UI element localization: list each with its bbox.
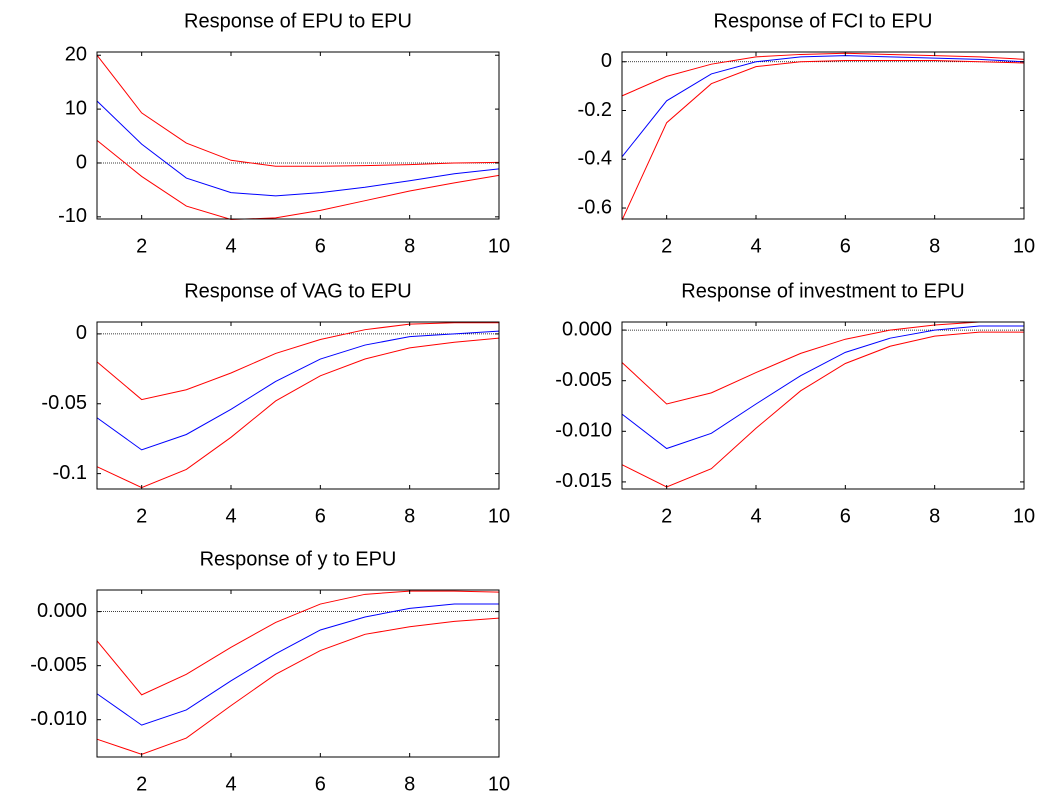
chart-title: Response of y to EPU — [200, 548, 397, 570]
series-line — [96, 590, 500, 696]
series-line — [621, 325, 1024, 450]
series-line — [96, 617, 500, 755]
plot-frame — [96, 51, 500, 220]
series-line — [96, 603, 499, 726]
series-line — [621, 331, 1024, 488]
plot-frame — [96, 589, 500, 758]
x-tick-label: 10 — [488, 773, 510, 795]
chart-title: Response of EPU to EPU — [184, 10, 412, 32]
series-line — [96, 100, 500, 197]
y-tick-label: -0.005 — [30, 654, 87, 676]
x-tick-label: 2 — [136, 505, 147, 527]
x-tick-label: 10 — [1013, 235, 1035, 257]
chart-title: Response of VAG to EPU — [184, 280, 412, 302]
x-tick-label: 8 — [929, 505, 940, 527]
series-line — [621, 55, 1025, 158]
x-tick-label: 4 — [225, 773, 236, 795]
x-tick-label: 10 — [488, 235, 510, 257]
y-tick-label: -0.010 — [555, 420, 612, 442]
x-tick-label: 2 — [661, 235, 672, 257]
y-tick-label: 0 — [601, 50, 612, 72]
plot-frame — [621, 321, 1025, 490]
series-line — [96, 54, 500, 167]
y-tick-label: -0.1 — [53, 462, 87, 484]
y-tick-label: -0.010 — [30, 708, 87, 730]
x-tick-label: 6 — [315, 773, 326, 795]
x-tick-label: 4 — [750, 235, 761, 257]
x-tick-label: 2 — [661, 505, 672, 527]
y-tick-label: -0.05 — [41, 392, 87, 414]
y-tick-label: -0.6 — [578, 196, 612, 218]
x-tick-label: 6 — [840, 505, 851, 527]
series-line — [96, 330, 500, 451]
plot-frame — [96, 321, 500, 490]
series-line — [96, 337, 500, 489]
y-tick-label: 10 — [65, 97, 87, 119]
series-line — [621, 321, 1024, 405]
y-tick-label: 20 — [65, 44, 87, 66]
series-line — [96, 322, 499, 401]
x-tick-label: 8 — [404, 235, 415, 257]
x-tick-label: 8 — [929, 235, 940, 257]
x-tick-label: 6 — [315, 235, 326, 257]
x-tick-label: 4 — [225, 505, 236, 527]
x-tick-label: 6 — [840, 235, 851, 257]
x-tick-label: 2 — [136, 773, 147, 795]
x-tick-label: 2 — [136, 235, 147, 257]
y-tick-label: -10 — [58, 205, 87, 227]
x-tick-label: 8 — [404, 773, 415, 795]
y-tick-label: -0.015 — [555, 470, 612, 492]
y-tick-label: 0 — [76, 322, 87, 344]
y-tick-label: 0.000 — [37, 600, 87, 622]
y-tick-label: 0.000 — [562, 318, 612, 340]
y-tick-label: -0.4 — [578, 148, 612, 170]
series-line — [96, 139, 500, 221]
chart-title: Response of FCI to EPU — [714, 10, 933, 32]
x-tick-label: 8 — [404, 505, 415, 527]
chart-title: Response of investment to EPU — [681, 280, 964, 302]
y-tick-label: -0.2 — [578, 99, 612, 121]
series-line — [621, 60, 1025, 221]
plot-frame — [621, 51, 1025, 220]
x-tick-label: 6 — [315, 505, 326, 527]
x-tick-label: 4 — [225, 235, 236, 257]
x-tick-label: 4 — [750, 505, 761, 527]
x-tick-label: 10 — [488, 505, 510, 527]
series-line — [621, 52, 1025, 97]
y-tick-label: -0.005 — [555, 369, 612, 391]
y-tick-label: 0 — [76, 151, 87, 173]
x-tick-label: 10 — [1013, 505, 1035, 527]
